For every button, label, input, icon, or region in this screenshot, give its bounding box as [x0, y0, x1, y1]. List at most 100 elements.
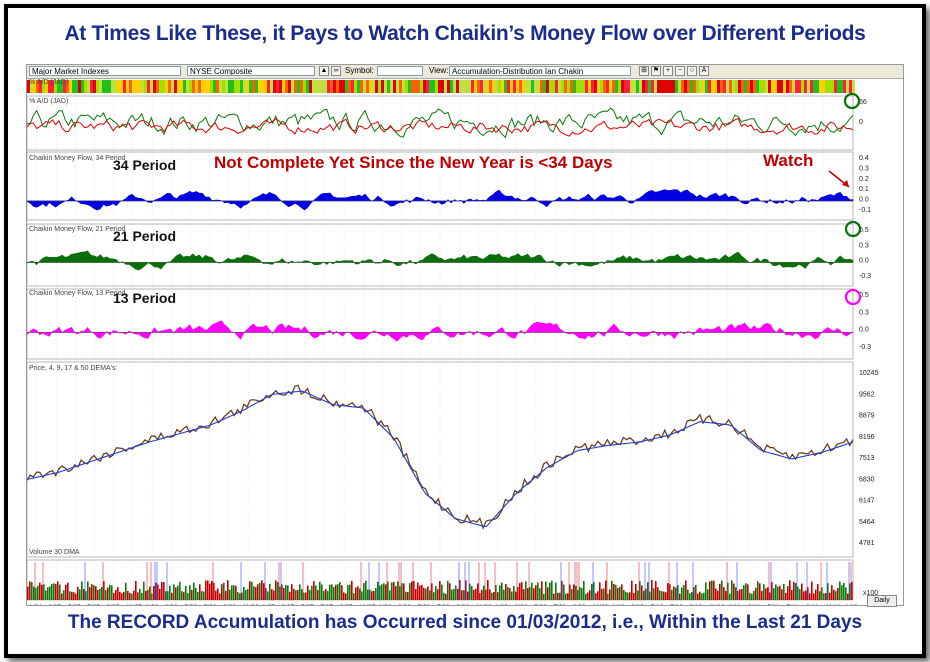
cmf21-panel-area [27, 250, 854, 271]
price-axis-tick: 10245 [859, 370, 879, 377]
cmf21-axis-tick: 0.5 [859, 227, 869, 234]
zoom-in-icon[interactable]: + [663, 66, 673, 76]
cmf21-axis-tick: 0.0 [859, 258, 869, 265]
slide-title: At Times Like These, it Pays to Watch Ch… [64, 22, 866, 45]
cmf13-panel-area [27, 320, 854, 342]
date-tick: 5/06 [184, 604, 197, 605]
date-tick: 9/11 [806, 604, 819, 605]
cmf34-axis-tick: 0.3 [859, 165, 869, 172]
date-tick: 3/11 [748, 604, 761, 605]
price-axis-tick: 6830 [859, 476, 875, 483]
cmf21-panel-label: Chaikin Money Flow, 21 Period [29, 226, 126, 233]
date-tick: 7/07 [320, 604, 333, 605]
cmf34-panel-area [27, 189, 854, 211]
date-tick: 7/08 [437, 604, 450, 605]
date-tick: 1/07 [262, 604, 275, 605]
date-tick: 1/04 [29, 604, 42, 605]
volume-panel-label: Volume 30 DMA [29, 549, 80, 556]
date-tick: 9/10 [690, 604, 703, 605]
text-tool-icon[interactable]: A [699, 66, 709, 76]
not-complete-note: Not Complete Yet Since the New Year is <… [214, 153, 613, 172]
date-tick: 9/05 [107, 604, 120, 605]
date-tick: 7/09 [554, 604, 567, 605]
date-tick: 11/08 [476, 604, 492, 605]
date-tick: 9/08 [456, 604, 469, 605]
date-tick: 5/07 [301, 604, 314, 605]
price-dema-50 [27, 390, 854, 528]
date-tick: 11/05 [126, 604, 142, 605]
price-axis-tick: 7513 [859, 455, 875, 462]
cmf13-axis-tick: 0.0 [859, 327, 869, 334]
cmf21-watch-circle [844, 220, 862, 238]
ad-axis-tick: 0 [859, 119, 863, 126]
date-tick: 5/05 [68, 604, 81, 605]
list-select[interactable]: Major Market Indexes [29, 66, 181, 76]
date-tick: 1/11 [728, 604, 741, 605]
date-tick: 5/08 [418, 604, 431, 605]
cmf13-watch-circle [844, 288, 862, 306]
zoom-out-icon[interactable]: − [675, 66, 685, 76]
cmf34-panel-label: Chaikin Money Flow, 34 Period [29, 155, 126, 162]
ad-heat-strip [27, 80, 855, 93]
date-tick: 9/06 [223, 604, 236, 605]
period-21-label: 21 Period [113, 228, 177, 244]
volume-bars [27, 562, 853, 600]
symbol-label: Symbol: [345, 66, 374, 75]
date-tick: 11/09 [592, 604, 608, 605]
price-axis-tick: 4781 [859, 540, 875, 547]
charting-app-window: Major Market Indexes NYSE Composite ▲ ∞ … [26, 64, 904, 607]
date-tick: 11/07 [359, 604, 375, 605]
ad-green-line [27, 107, 854, 139]
cmf21-axis-tick: 0.3 [859, 242, 869, 249]
up-arrow-icon[interactable]: ▲ [319, 66, 329, 76]
view-select[interactable]: Accumulation-Distribution Ian Chakin [449, 66, 631, 76]
price-axis-tick: 8196 [859, 434, 875, 441]
date-tick: 1/06 [146, 604, 159, 605]
zoom-fit-icon[interactable]: ○ [687, 66, 697, 76]
date-tick: 1/12 [845, 604, 858, 605]
date-tick: 1/08 [379, 604, 392, 605]
watch-arrow-head [842, 180, 849, 187]
volume-axis-unit: x100 [863, 590, 878, 597]
date-tick: 5/09 [534, 604, 547, 605]
cmf34-axis-tick: 0.4 [859, 155, 869, 162]
date-tick: 1/09 [495, 604, 508, 605]
slide-footer: The RECORD Accumulation has Occurred sin… [67, 612, 863, 633]
date-tick: 7/11 [787, 604, 800, 605]
daily-button[interactable]: Daily [867, 595, 897, 607]
binoculars-icon[interactable]: ∞ [331, 66, 341, 76]
date-tick: 11/10 [709, 604, 725, 605]
price-axis-tick: 8879 [859, 413, 875, 420]
price-panel-label: Price, 4, 9, 17 & 50 DEMA's: [29, 365, 118, 372]
date-tick: 3/08 [398, 604, 411, 605]
flag-icon[interactable]: ⚑ [651, 66, 661, 76]
cmf13-axis-tick: 0.3 [859, 309, 869, 316]
date-tick: 7/10 [670, 604, 683, 605]
date-tick: 3/07 [282, 604, 295, 605]
cmf34-axis-tick: -0.1 [859, 207, 871, 214]
cmf21-axis-tick: -0.3 [859, 273, 871, 280]
date-tick: 3/09 [515, 604, 528, 605]
price-axis-tick: 9562 [859, 391, 875, 398]
price-axis-tick: 5464 [859, 519, 875, 526]
period-34-label: 34 Period [113, 157, 177, 173]
watch-note: Watch [763, 151, 814, 170]
ad-axis-tick: 66 [859, 99, 867, 106]
view-label: View: [429, 66, 449, 75]
cmf13-panel [27, 288, 854, 360]
symbol-input[interactable] [377, 66, 423, 76]
cmf34-axis-tick: 0.0 [859, 197, 869, 204]
ad-tag: % A/D (JAD) [29, 79, 69, 86]
date-tick: 5/11 [767, 604, 780, 605]
cmf34-axis-tick: 0.2 [859, 176, 869, 183]
date-tick: 5/10 [651, 604, 664, 605]
cmf13-panel-label: Chaikin Money Flow, 13 Period [29, 290, 126, 297]
chart-settings-icon[interactable]: ⊞ [639, 66, 649, 76]
date-tick: 9/07 [340, 604, 353, 605]
toolbar: Major Market Indexes NYSE Composite ▲ ∞ … [27, 65, 903, 79]
date-tick: 3/10 [631, 604, 644, 605]
date-tick: 11/06 [243, 604, 259, 605]
date-tick: 11/11 [826, 604, 842, 605]
symbol-select[interactable]: NYSE Composite [187, 66, 315, 76]
chart-area: 66 0 0.4 0.3 0.2 0.1 0.0 -0.1 0.5 0.3 0.0 -0.3 0.5 0.… [27, 80, 879, 605]
